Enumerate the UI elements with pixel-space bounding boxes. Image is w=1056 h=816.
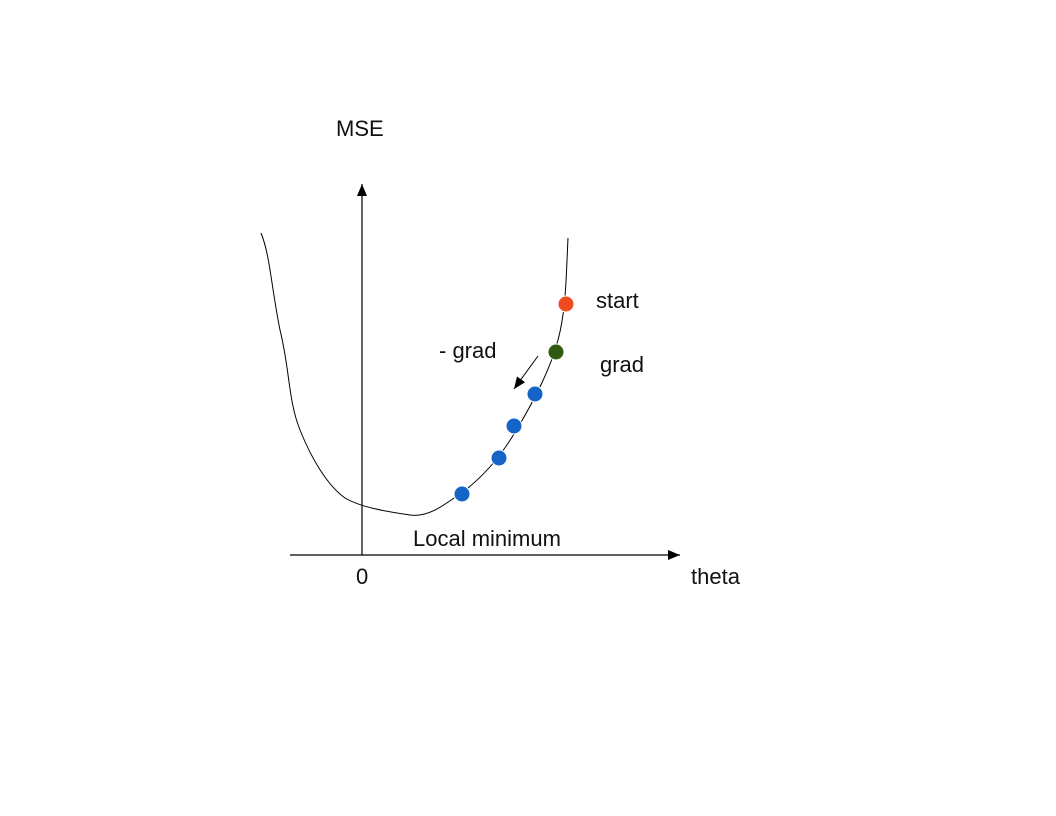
origin-label: 0 [356,564,368,589]
x-axis-label: theta [691,564,741,589]
step-point [490,449,508,467]
grad-label: grad [600,352,644,377]
neg-grad-label: - grad [439,338,496,363]
y-axis-label: MSE [336,116,384,141]
grad-point [547,343,565,361]
mse-curve [260,232,569,516]
start-point [557,295,575,313]
step-point [526,385,544,403]
step-point [505,417,523,435]
start-label: start [596,288,639,313]
step-point [453,485,471,503]
local-minimum-label: Local minimum [413,526,561,551]
neg-grad-arrow [513,355,539,390]
